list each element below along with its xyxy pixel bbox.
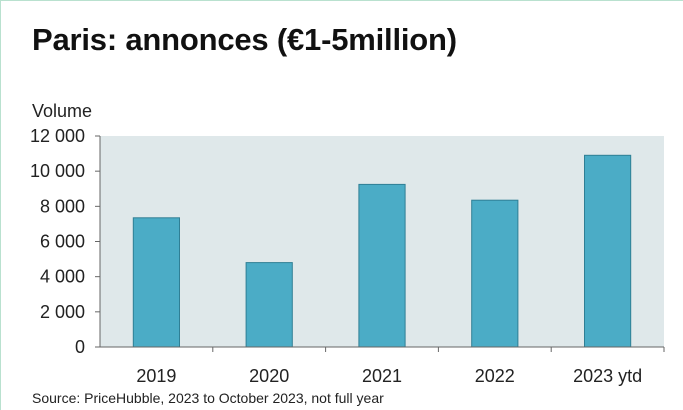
y-tick-label: 2 000 [40,302,85,322]
x-tick-label: 2020 [249,366,289,386]
y-axis-label: Volume [32,101,93,121]
bar-2020 [245,262,293,348]
bar-2023-ytd [584,154,632,348]
y-ticks-group: 0 2 000 4 000 6 000 8 000 10 000 12 000 [30,126,100,357]
x-tick-label: 2023 ytd [573,366,642,386]
y-tick-label: 12 000 [30,126,85,146]
y-tick-label: 0 [75,337,85,357]
x-ticks-group: 2019 2020 2021 2022 2023 ytd [136,347,665,386]
y-tick-label: 8 000 [40,196,85,216]
chart-title: Paris: annonces (€1-5million) [32,22,457,57]
x-tick-label: 2019 [136,366,176,386]
x-tick-label: 2022 [475,366,515,386]
bar-2021 [358,183,406,348]
source-note: Source: PriceHubble, 2023 to October 202… [32,390,384,406]
bar-2022 [471,199,519,348]
bar-2019 [132,217,181,348]
x-tick-label: 2021 [362,366,402,386]
y-tick-label: 6 000 [40,232,85,252]
y-tick-label: 10 000 [30,161,85,181]
y-tick-label: 4 000 [40,267,85,287]
